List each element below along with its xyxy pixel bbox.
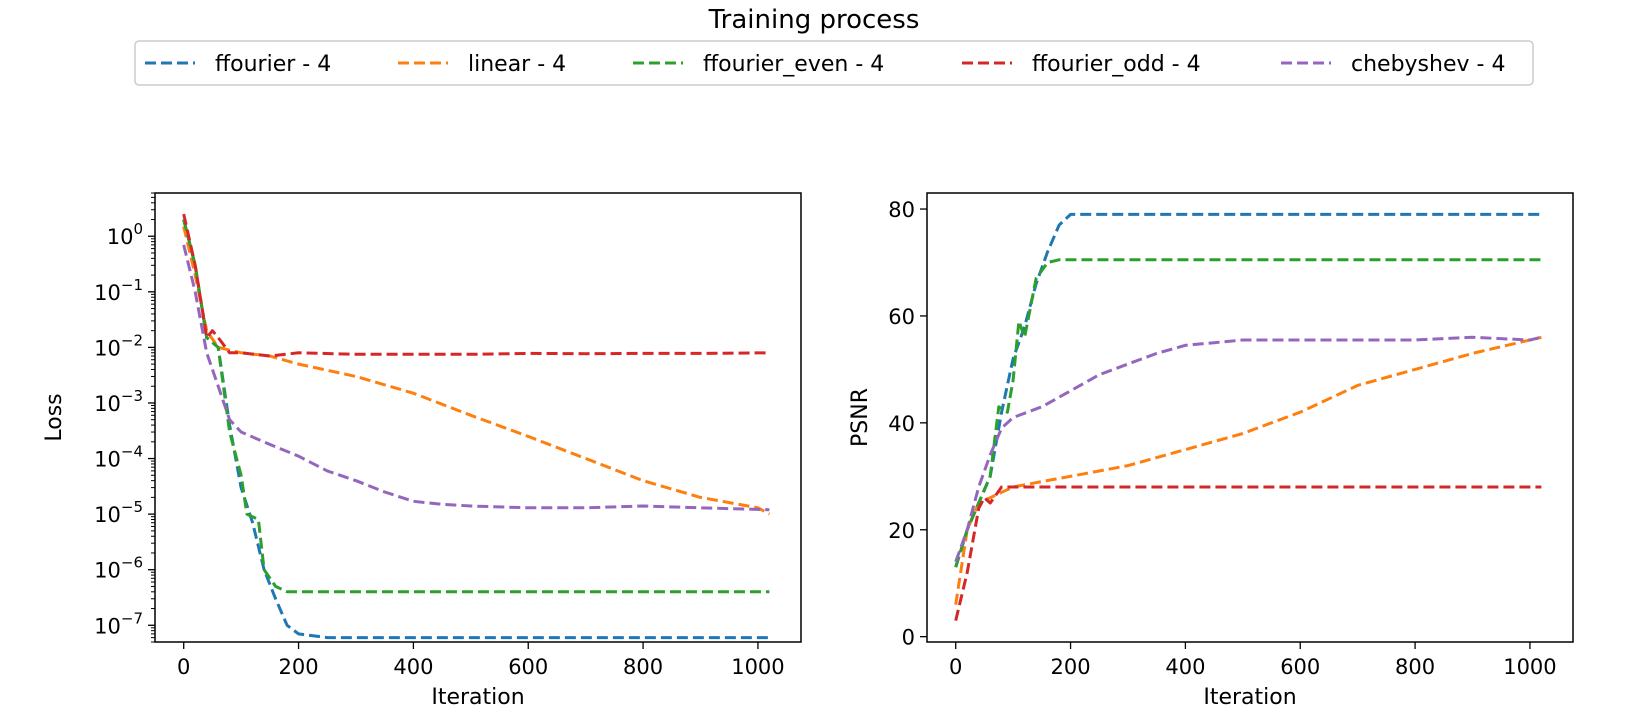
psnr-y-tick-label: 80 — [888, 198, 915, 222]
psnr-y-tick-label: 20 — [888, 519, 915, 543]
psnr-x-tick-label: 200 — [1051, 655, 1091, 679]
psnr-x-tick-label: 800 — [1395, 655, 1435, 679]
loss-plot-frame — [154, 192, 802, 643]
loss-y-axis-title: Loss — [42, 393, 67, 441]
loss-x-tick-label: 600 — [508, 655, 548, 679]
figure-title: Training process — [708, 5, 920, 35]
legend-entry-ffourier-odd: ffourier_odd - 4 — [962, 52, 1201, 77]
loss-y-tick-label: 10−2 — [94, 331, 143, 360]
legend-label-ffourier-even: ffourier_even - 4 — [703, 52, 884, 77]
loss-y-tick-label: 10−3 — [94, 387, 143, 416]
loss-x-tick-label: 400 — [393, 655, 433, 679]
psnr-chart: 0 200 400 600 800 1000 0 20 40 60 80 Iteration PSNR — [848, 192, 1574, 710]
loss-x-axis-title: Iteration — [431, 685, 524, 710]
psnr-series-group — [954, 212, 1542, 621]
legend-label-chebyshev: chebyshev - 4 — [1351, 52, 1505, 77]
psnr-y-tick-label: 60 — [888, 305, 915, 329]
loss-y-tick-label: 10−6 — [94, 554, 143, 583]
loss-x-tick-label: 200 — [279, 655, 319, 679]
loss-y-tick-label: 100 — [107, 220, 143, 249]
psnr-x-axis-title: Iteration — [1203, 685, 1296, 710]
legend: ffourier - 4 linear - 4 ffourier_even - … — [134, 40, 1534, 86]
loss-series-linear — [182, 226, 771, 516]
legend-frame — [134, 40, 1534, 86]
psnr-series-ffourier-even — [954, 258, 1542, 568]
loss-x-tick-label: 0 — [177, 655, 190, 679]
legend-entry-ffourier-even: ffourier_even - 4 — [633, 52, 884, 77]
loss-y-tick-label: 10−5 — [94, 498, 143, 527]
psnr-x-tick-label: 600 — [1280, 655, 1320, 679]
loss-y-tick-label: 10−1 — [94, 276, 143, 305]
loss-y-tick-label: 10−4 — [94, 443, 143, 472]
psnr-y-tick-label: 40 — [888, 412, 915, 436]
legend-entry-ffourier: ffourier - 4 — [145, 52, 331, 77]
psnr-x-tick-label: 0 — [949, 655, 962, 679]
legend-entry-linear: linear - 4 — [398, 52, 566, 77]
psnr-y-axis-title: PSNR — [848, 388, 873, 447]
legend-entry-chebyshev: chebyshev - 4 — [1281, 52, 1505, 77]
loss-chart: 0 200 400 600 800 1000 10−7 10−6 10−5 10−4 10−3 10−… — [42, 192, 802, 710]
loss-series-chebyshev — [182, 244, 770, 512]
psnr-series-ffourier-odd — [954, 485, 1542, 621]
psnr-series-chebyshev — [954, 335, 1542, 563]
loss-y-tick-label: 10−7 — [94, 609, 143, 638]
psnr-plot-frame — [926, 192, 1574, 643]
psnr-y-tick-label: 0 — [902, 626, 915, 650]
loss-series-ffourier-even — [182, 219, 770, 594]
psnr-series-linear — [954, 335, 1542, 605]
loss-series-ffourier — [182, 219, 770, 640]
legend-label-ffourier: ffourier - 4 — [215, 52, 331, 77]
loss-x-tick-label: 800 — [623, 655, 663, 679]
loss-x-tick-label: 1000 — [731, 655, 784, 679]
psnr-x-tick-label: 400 — [1165, 655, 1205, 679]
loss-series-group — [182, 213, 771, 640]
legend-label-linear: linear - 4 — [468, 52, 566, 77]
psnr-x-tick-label: 1000 — [1503, 655, 1556, 679]
loss-series-ffourier-odd — [182, 213, 770, 358]
legend-label-ffourier-odd: ffourier_odd - 4 — [1032, 52, 1201, 77]
